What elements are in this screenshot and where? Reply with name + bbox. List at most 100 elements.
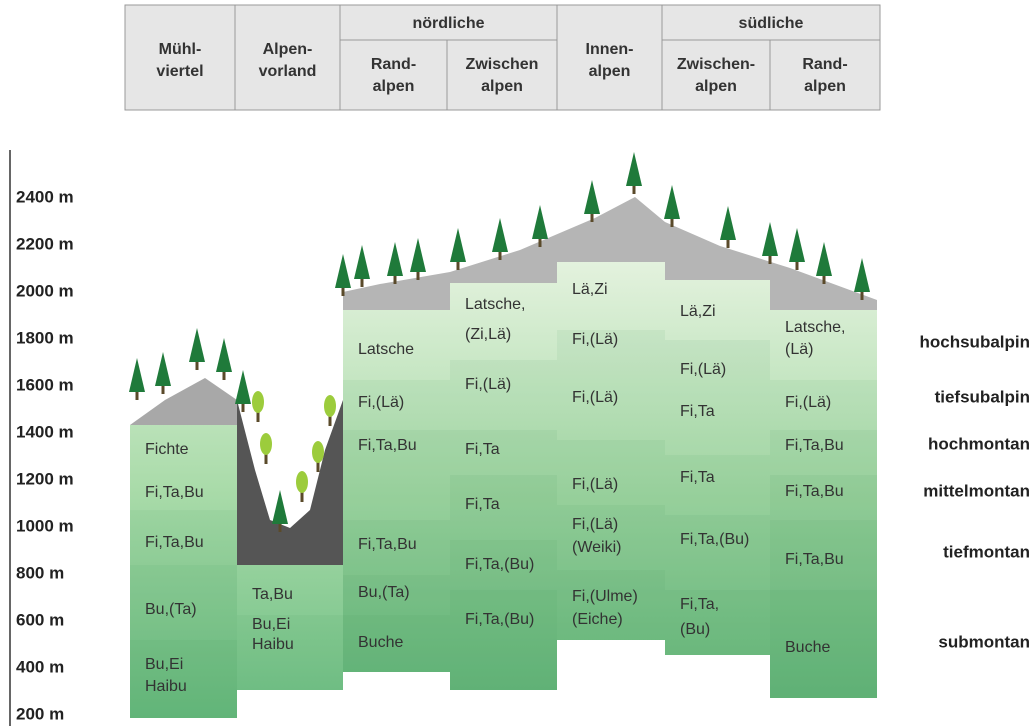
- zone-column: [450, 283, 557, 690]
- cell-label: (Weiki): [572, 539, 621, 556]
- cell-label: Bu,Ei: [252, 616, 290, 633]
- tree-trunk: [795, 260, 799, 270]
- cell-label: Fi,(Lä): [572, 476, 618, 493]
- zone-band: [557, 570, 665, 640]
- cell-label: Bu,Ei: [145, 656, 183, 673]
- tree-trunk: [726, 238, 730, 248]
- zone-label: mittelmontan: [923, 481, 1030, 500]
- tree-crown: [816, 242, 832, 276]
- tree-crown: [854, 258, 870, 292]
- tree-crown: [312, 441, 324, 463]
- zone-band: [450, 360, 557, 690]
- tree-trunk: [538, 237, 542, 247]
- tree-crown: [324, 395, 336, 417]
- header-label: viertel: [156, 63, 203, 80]
- cell-label: Fi,Ta,(Bu): [465, 556, 534, 573]
- tree-trunk: [498, 250, 502, 260]
- cell-label: Bu,(Ta): [145, 601, 197, 618]
- header-group: nördliche: [412, 15, 484, 32]
- tree-crown: [450, 228, 466, 262]
- cell-label: Fi,(Lä): [572, 331, 618, 348]
- tree-crown: [532, 205, 548, 239]
- cell-label: Fi,Ta,: [680, 596, 719, 613]
- cell-label: Fi,(Lä): [358, 394, 404, 411]
- zone-column: [237, 565, 343, 690]
- zone-band: [450, 590, 557, 690]
- zone-column: [665, 280, 770, 655]
- tree-crown: [626, 152, 642, 186]
- zone-band: [343, 520, 450, 672]
- tree-crown: [492, 218, 508, 252]
- cell-label: Fi,(Ulme): [572, 588, 638, 605]
- zone-band: [450, 475, 557, 690]
- zone-band: [557, 330, 665, 640]
- cell-label: Fi,Ta,Bu: [785, 437, 844, 454]
- altitude-label: 2400 m: [16, 187, 74, 206]
- zone-band: [770, 430, 877, 698]
- tree-crown: [664, 185, 680, 219]
- tree-crown: [584, 180, 600, 214]
- altitude-label: 800 m: [16, 563, 64, 582]
- cell-label: Ta,Bu: [252, 586, 293, 603]
- altitude-label: 1000 m: [16, 516, 74, 535]
- mountain: [130, 378, 237, 425]
- cell-label: Fi,Ta,Bu: [785, 551, 844, 568]
- cell-label: Bu,(Ta): [358, 584, 410, 601]
- zone-column: [770, 310, 877, 698]
- zone-band: [770, 380, 877, 698]
- tree-crown: [387, 242, 403, 276]
- tree-trunk: [278, 522, 282, 532]
- cell-label: Lä,Zi: [680, 303, 716, 320]
- altitude-label: 2000 m: [16, 281, 74, 300]
- tree-trunk: [316, 462, 320, 472]
- tree-crown: [252, 391, 264, 413]
- zone-band: [343, 430, 450, 672]
- tree-trunk: [416, 270, 420, 280]
- tree-trunk: [822, 274, 826, 284]
- valley: [237, 400, 343, 565]
- zone-band: [770, 590, 877, 698]
- cell-label: Fi,(Lä): [680, 361, 726, 378]
- tree-crown: [260, 433, 272, 455]
- tree-crown: [720, 206, 736, 240]
- zone-band: [343, 380, 450, 672]
- zone-label: hochmontan: [928, 434, 1030, 453]
- cell-label: Fi,(Lä): [572, 389, 618, 406]
- cell-label: Fi,Ta,(Bu): [680, 531, 749, 548]
- tree-crown: [272, 490, 288, 524]
- zone-band: [237, 615, 343, 690]
- zone-band: [450, 540, 557, 690]
- tree-trunk: [328, 416, 332, 426]
- tree-crown: [410, 238, 426, 272]
- cell-label: Fi,(Lä): [465, 376, 511, 393]
- zone-label: tiefsubalpin: [935, 387, 1030, 406]
- tree-trunk: [222, 370, 226, 380]
- zone-column: [557, 262, 665, 640]
- cell-label: Buche: [358, 634, 403, 651]
- zone-column: [343, 310, 450, 672]
- tree-trunk: [590, 212, 594, 222]
- cell-label: Fi,Ta: [465, 496, 500, 513]
- cell-label: Fi,Ta: [680, 469, 715, 486]
- cell-label: Lä,Zi: [572, 281, 608, 298]
- header-label: Innen-: [586, 41, 634, 58]
- tree-crown: [789, 228, 805, 262]
- cell-label: Fi,Ta,Bu: [358, 437, 417, 454]
- zone-band: [665, 515, 770, 655]
- tree-trunk: [264, 454, 268, 464]
- zone-band: [665, 590, 770, 655]
- tree-trunk: [135, 390, 139, 400]
- header-label: alpen: [481, 78, 523, 95]
- tree-trunk: [161, 384, 165, 394]
- header-label: Zwischen: [466, 56, 539, 73]
- tree-trunk: [300, 492, 304, 502]
- zone-band: [130, 565, 237, 718]
- header-table: [124, 4, 881, 111]
- zone-label: hochsubalpin: [920, 332, 1031, 351]
- cell-label: Fi,(Lä): [572, 516, 618, 533]
- tree-trunk: [341, 286, 345, 296]
- cell-label: Fi,Ta,Bu: [145, 534, 204, 551]
- tree-crown: [155, 352, 171, 386]
- header-label: Rand-: [371, 56, 416, 73]
- cell-label: (Eiche): [572, 611, 623, 628]
